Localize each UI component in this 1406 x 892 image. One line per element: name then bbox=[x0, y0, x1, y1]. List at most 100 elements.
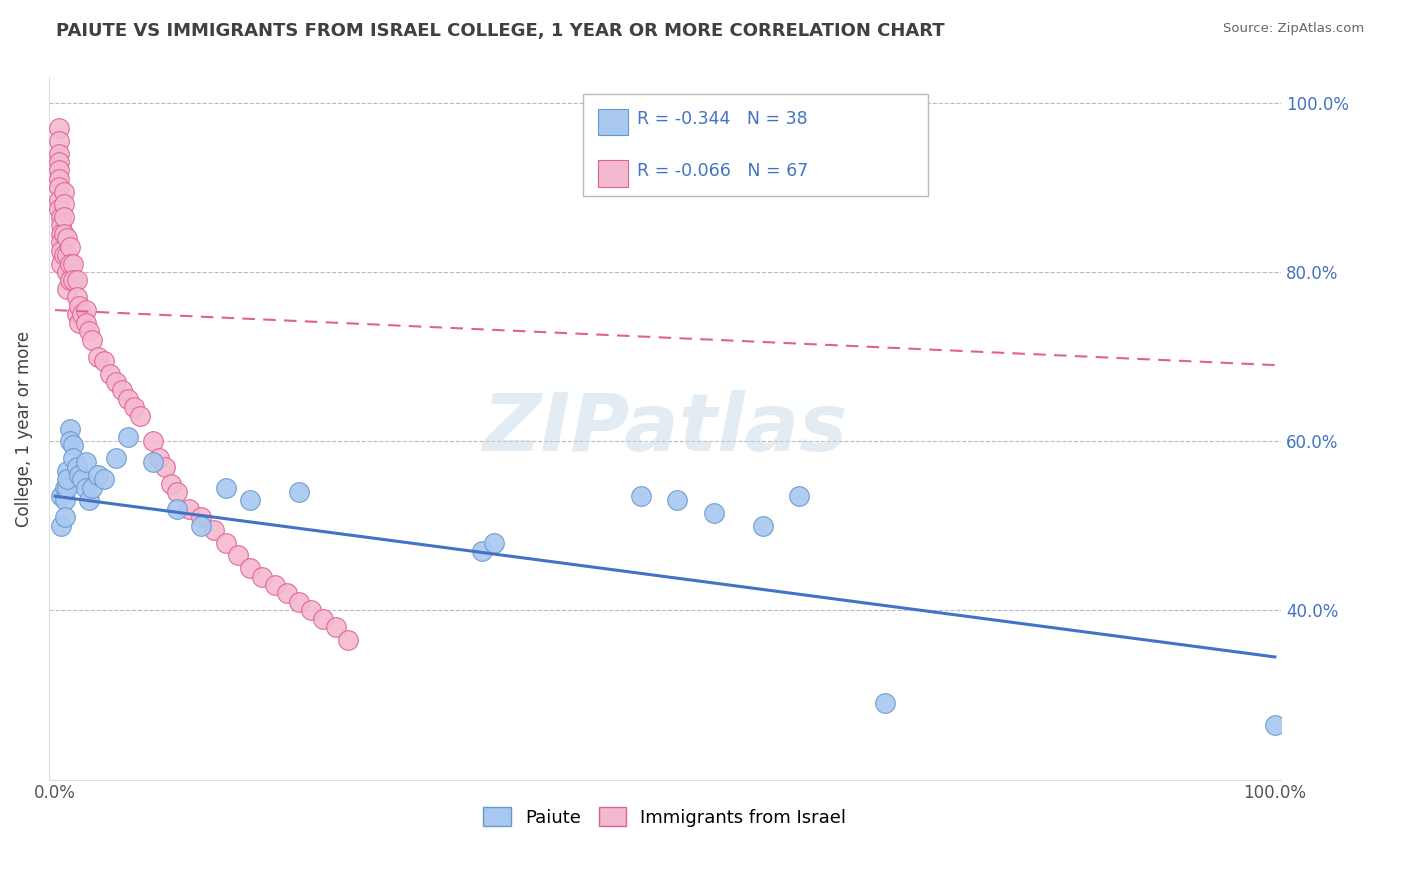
Point bbox=[98, 367, 121, 381]
Point bbox=[93, 472, 115, 486]
Point bbox=[69, 316, 91, 330]
Point bbox=[66, 273, 89, 287]
Point bbox=[276, 586, 298, 600]
Point bbox=[52, 185, 75, 199]
Point bbox=[70, 307, 93, 321]
Point bbox=[129, 409, 152, 423]
Point bbox=[52, 227, 75, 241]
Point bbox=[105, 451, 128, 466]
Text: ZIPatlas: ZIPatlas bbox=[482, 390, 848, 467]
Point bbox=[56, 248, 79, 262]
Point bbox=[51, 219, 73, 233]
Point bbox=[202, 523, 225, 537]
Point bbox=[48, 193, 70, 207]
Point bbox=[703, 506, 725, 520]
Point bbox=[190, 510, 212, 524]
Point bbox=[51, 489, 73, 503]
Point bbox=[62, 256, 84, 270]
Point bbox=[59, 273, 82, 287]
Legend: Paiute, Immigrants from Israel: Paiute, Immigrants from Israel bbox=[477, 800, 853, 834]
Point bbox=[62, 273, 84, 287]
Point bbox=[160, 476, 183, 491]
Point bbox=[56, 472, 79, 486]
Point bbox=[93, 354, 115, 368]
Point bbox=[51, 227, 73, 241]
Point bbox=[59, 434, 82, 449]
Point bbox=[62, 451, 84, 466]
Point bbox=[48, 155, 70, 169]
Point bbox=[142, 434, 165, 449]
Point bbox=[51, 210, 73, 224]
Point bbox=[252, 569, 274, 583]
Point bbox=[111, 384, 134, 398]
Text: Source: ZipAtlas.com: Source: ZipAtlas.com bbox=[1223, 22, 1364, 36]
Point bbox=[52, 248, 75, 262]
Point bbox=[239, 493, 262, 508]
Point bbox=[142, 455, 165, 469]
Point bbox=[59, 256, 82, 270]
Point bbox=[70, 472, 93, 486]
Point bbox=[336, 633, 359, 648]
Point bbox=[48, 146, 70, 161]
Point bbox=[59, 240, 82, 254]
Point bbox=[53, 510, 76, 524]
Point bbox=[263, 578, 285, 592]
Point bbox=[117, 430, 139, 444]
Point bbox=[148, 451, 170, 466]
Point bbox=[787, 489, 810, 503]
Point bbox=[66, 290, 89, 304]
Point bbox=[239, 561, 262, 575]
Point bbox=[482, 535, 505, 549]
Point bbox=[69, 299, 91, 313]
Point bbox=[666, 493, 689, 508]
Point bbox=[179, 502, 201, 516]
Point bbox=[66, 459, 89, 474]
Point bbox=[299, 603, 322, 617]
Point bbox=[56, 231, 79, 245]
Point bbox=[48, 172, 70, 186]
Point bbox=[1264, 717, 1286, 731]
Point bbox=[190, 518, 212, 533]
Point bbox=[48, 180, 70, 194]
Point bbox=[53, 481, 76, 495]
Point bbox=[53, 493, 76, 508]
Point bbox=[56, 265, 79, 279]
Point bbox=[59, 421, 82, 435]
Text: PAIUTE VS IMMIGRANTS FROM ISRAEL COLLEGE, 1 YEAR OR MORE CORRELATION CHART: PAIUTE VS IMMIGRANTS FROM ISRAEL COLLEGE… bbox=[56, 22, 945, 40]
Point bbox=[56, 464, 79, 478]
Point bbox=[56, 282, 79, 296]
Point bbox=[75, 455, 97, 469]
Point bbox=[215, 535, 238, 549]
Point bbox=[80, 481, 103, 495]
Point bbox=[215, 481, 238, 495]
Point bbox=[51, 244, 73, 258]
Point bbox=[630, 489, 652, 503]
Point bbox=[77, 324, 100, 338]
Point bbox=[62, 438, 84, 452]
Point bbox=[471, 544, 494, 558]
Point bbox=[325, 620, 347, 634]
Point bbox=[226, 549, 249, 563]
Point bbox=[56, 481, 79, 495]
Point bbox=[52, 210, 75, 224]
Point bbox=[75, 481, 97, 495]
Point bbox=[80, 333, 103, 347]
Point bbox=[153, 459, 176, 474]
Point bbox=[48, 121, 70, 136]
Point bbox=[166, 485, 188, 500]
Point bbox=[48, 134, 70, 148]
Point bbox=[48, 202, 70, 216]
Point bbox=[51, 235, 73, 250]
Text: R = -0.066   N = 67: R = -0.066 N = 67 bbox=[637, 161, 808, 179]
Point bbox=[117, 392, 139, 406]
Point bbox=[288, 485, 311, 500]
Point bbox=[751, 518, 773, 533]
Point bbox=[75, 303, 97, 318]
Point bbox=[51, 518, 73, 533]
Point bbox=[69, 468, 91, 483]
Point bbox=[87, 350, 110, 364]
Point bbox=[51, 256, 73, 270]
Point bbox=[166, 502, 188, 516]
Point bbox=[873, 697, 896, 711]
Point bbox=[77, 493, 100, 508]
